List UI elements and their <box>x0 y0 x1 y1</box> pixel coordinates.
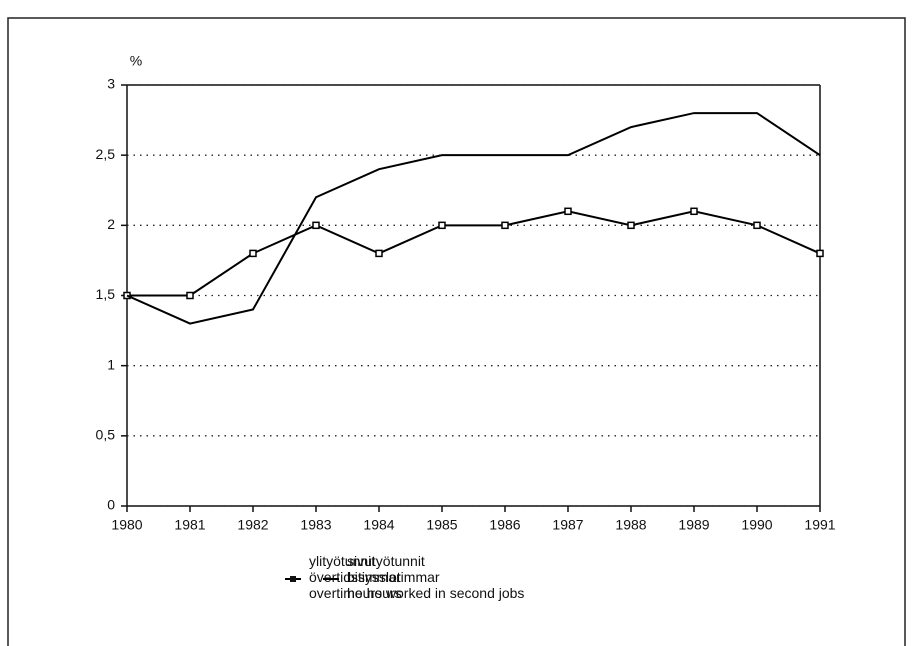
frame <box>7 17 906 646</box>
legend-item: sivutyötunnit bisysslotimmar hours worked … <box>323 553 524 601</box>
x-tick-label: 1987 <box>552 517 583 533</box>
legend-label: ylityötunnit övertidstimmar overtime hours <box>309 553 402 601</box>
point-marker <box>501 221 509 230</box>
x-tick-label: 1980 <box>111 517 142 533</box>
point-marker <box>312 221 320 230</box>
x-tick-label: 1991 <box>804 517 835 533</box>
point-marker <box>564 207 572 216</box>
y-axis-label: % <box>130 53 142 69</box>
legend-line: hours worked in second jobs <box>347 585 524 601</box>
legend-line: sivutyötunnit <box>347 553 425 569</box>
point-marker <box>627 221 635 230</box>
x-tick-label: 1984 <box>363 517 394 533</box>
point-marker <box>438 221 446 230</box>
legend-line: overtime hours <box>309 585 402 601</box>
x-tick-label: 1983 <box>300 517 331 533</box>
x-tick-label: 1989 <box>678 517 709 533</box>
y-tick-label: 0 <box>107 497 115 513</box>
point-marker <box>249 249 257 258</box>
point-marker <box>375 249 383 258</box>
point-marker <box>690 207 698 216</box>
y-tick-label: 3 <box>107 76 115 92</box>
x-tick-label: 1988 <box>615 517 646 533</box>
series-line <box>126 112 821 325</box>
legend-label: sivutyötunnit bisysslotimmar hours worked … <box>347 553 524 601</box>
legend-line: övertidstimmar <box>309 569 401 585</box>
point-marker <box>753 221 761 230</box>
legend-line: bisysslotimmar <box>347 569 440 585</box>
x-tick-label: 1985 <box>426 517 457 533</box>
legend-item: ylityötunnit övertidstimmar overtime hours <box>285 553 402 601</box>
legend-marker <box>290 576 296 582</box>
y-tick-label: 0,5 <box>96 427 116 443</box>
x-tick-label: 1990 <box>741 517 772 533</box>
y-tick-label: 1 <box>107 356 115 372</box>
y-tick-label: 1,5 <box>96 286 116 302</box>
x-tick-label: 1986 <box>489 517 520 533</box>
x-tick-label: 1982 <box>237 517 268 533</box>
point-marker <box>816 249 824 258</box>
point-marker <box>186 291 194 300</box>
legend-line: ylityötunnit <box>309 553 375 569</box>
x-tick-label: 1981 <box>174 517 205 533</box>
series-line <box>127 210 821 297</box>
y-tick-label: 2 <box>107 216 115 232</box>
y-tick-label: 2,5 <box>96 146 116 162</box>
